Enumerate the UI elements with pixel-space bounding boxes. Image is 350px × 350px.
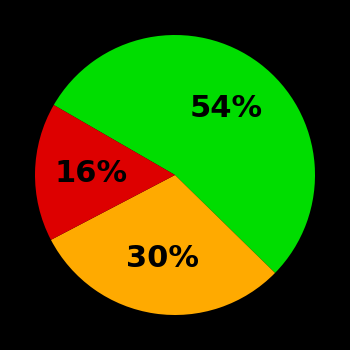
- Wedge shape: [54, 35, 315, 273]
- Text: 54%: 54%: [189, 93, 262, 122]
- Wedge shape: [35, 105, 175, 240]
- Text: 16%: 16%: [55, 159, 128, 188]
- Text: 30%: 30%: [126, 244, 199, 273]
- Wedge shape: [51, 175, 275, 315]
